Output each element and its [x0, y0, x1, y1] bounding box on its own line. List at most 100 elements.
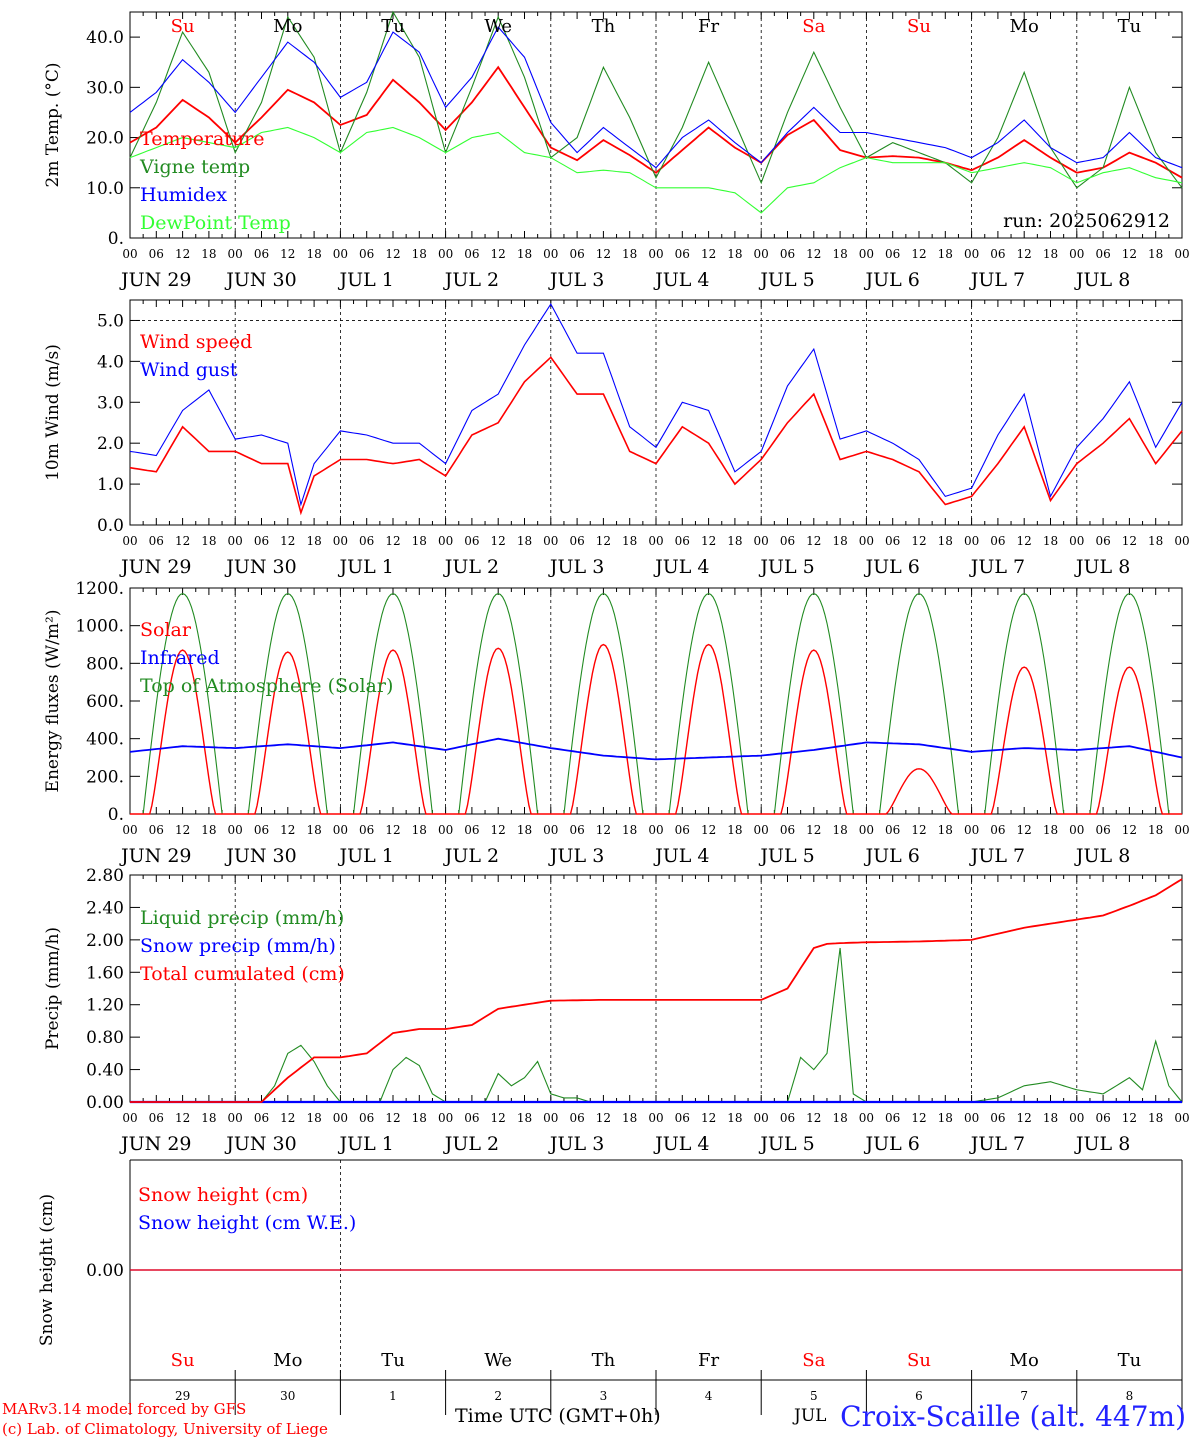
hour-tick-label: 18: [412, 823, 427, 837]
hour-tick-label: 00: [1174, 823, 1189, 837]
weekday-label: Tu: [1118, 16, 1142, 37]
day-number-label: 3: [600, 1389, 608, 1403]
hour-tick-label: 06: [780, 1111, 795, 1125]
y-tick-label: 0.: [108, 229, 124, 249]
hour-tick-label: 06: [990, 534, 1005, 548]
hour-tick-label: 00: [1069, 823, 1084, 837]
y-axis-label: Precip (mm/h): [43, 927, 63, 1050]
hour-tick-label: 12: [596, 534, 611, 548]
hour-tick-label: 18: [622, 1111, 637, 1125]
hour-tick-label: 12: [911, 247, 926, 261]
legend-entry: Snow height (cm W.E.): [138, 1212, 356, 1234]
y-tick-label: 0.00: [86, 1093, 124, 1113]
day-label: JUN 30: [224, 845, 296, 867]
hour-tick-label: 00: [859, 534, 874, 548]
day-label: JUL 1: [338, 556, 394, 578]
hour-tick-label: 18: [517, 1111, 532, 1125]
hour-tick-label: 18: [622, 823, 637, 837]
weekday-label: Fr: [698, 16, 719, 37]
hour-tick-label: 18: [727, 823, 742, 837]
hour-tick-label: 18: [517, 534, 532, 548]
hour-tick-label: 18: [832, 534, 847, 548]
hour-tick-label: 00: [648, 534, 663, 548]
hour-tick-label: 06: [885, 247, 900, 261]
y-tick-label: 2.40: [86, 898, 124, 918]
hour-tick-label: 12: [280, 534, 295, 548]
weekday-label: Tu: [381, 1350, 405, 1371]
hour-tick-label: 00: [859, 247, 874, 261]
y-tick-label: 2.80: [86, 866, 124, 886]
day-label: JUN 29: [119, 1133, 191, 1155]
hour-tick-label: 18: [201, 823, 216, 837]
hour-tick-label: 06: [359, 247, 374, 261]
hour-tick-label: 18: [938, 1111, 953, 1125]
hour-tick-label: 18: [727, 1111, 742, 1125]
weekday-label: Mo: [1010, 16, 1039, 37]
hour-tick-label: 12: [280, 247, 295, 261]
day-label: JUL 7: [969, 269, 1025, 291]
hour-tick-label: 06: [990, 823, 1005, 837]
legend-entry: Snow precip (mm/h): [140, 935, 336, 957]
day-label: JUL 8: [1074, 556, 1130, 578]
legend-entry: Wind gust: [140, 359, 238, 381]
hour-tick-label: 00: [543, 534, 558, 548]
hour-tick-label: 18: [1148, 1111, 1163, 1125]
hour-tick-label: 12: [385, 247, 400, 261]
hour-tick-label: 12: [596, 823, 611, 837]
hour-tick-label: 00: [964, 247, 979, 261]
hour-tick-label: 06: [675, 1111, 690, 1125]
series-line-temperature: [129, 65, 1183, 179]
hour-tick-label: 06: [149, 823, 164, 837]
hour-tick-label: 06: [359, 534, 374, 548]
day-number-label: 8: [1126, 1389, 1134, 1403]
legend-entry: Temperature: [140, 128, 264, 150]
hour-tick-label: 06: [254, 823, 269, 837]
hour-tick-label: 18: [201, 534, 216, 548]
day-label: JUL 4: [653, 556, 709, 578]
hour-tick-label: 00: [228, 247, 243, 261]
y-tick-label: 10.0: [86, 179, 124, 199]
y-tick-label: 1.60: [86, 963, 124, 983]
station-label: Croix-Scaille (alt. 447m): [840, 1400, 1186, 1433]
hour-tick-label: 12: [701, 247, 716, 261]
day-label: JUL 7: [969, 845, 1025, 867]
hour-tick-label: 12: [175, 823, 190, 837]
day-label: JUN 30: [224, 1133, 296, 1155]
day-label: JUL 1: [338, 269, 394, 291]
y-tick-label: 0.: [108, 805, 124, 825]
hour-tick-label: 06: [675, 247, 690, 261]
day-label: JUL 5: [758, 556, 814, 578]
hour-tick-label: 06: [780, 823, 795, 837]
hour-tick-label: 06: [675, 534, 690, 548]
day-label: JUL 2: [443, 269, 499, 291]
day-label: JUL 3: [548, 556, 604, 578]
weekday-label: Mo: [1010, 1350, 1039, 1371]
series-line-vigne-temp: [129, 10, 1183, 189]
hour-tick-label: 00: [122, 534, 137, 548]
day-label: JUL 1: [338, 845, 394, 867]
hour-tick-label: 00: [859, 1111, 874, 1125]
y-tick-label: 0.00: [86, 1261, 124, 1281]
hour-tick-label: 06: [885, 823, 900, 837]
legend-entry: Snow height (cm): [138, 1184, 308, 1206]
hour-tick-label: 06: [885, 534, 900, 548]
hour-tick-label: 00: [754, 1111, 769, 1125]
hour-tick-label: 00: [122, 1111, 137, 1125]
hour-tick-label: 00: [333, 247, 348, 261]
hour-tick-label: 06: [464, 534, 479, 548]
hour-tick-label: 12: [806, 823, 821, 837]
hour-tick-label: 12: [701, 823, 716, 837]
y-tick-label: 4.0: [97, 352, 124, 372]
hour-tick-label: 12: [491, 823, 506, 837]
hour-tick-label: 12: [596, 247, 611, 261]
hour-tick-label: 12: [1017, 823, 1032, 837]
weekday-label: We: [484, 1350, 512, 1371]
hour-tick-label: 18: [517, 247, 532, 261]
hour-tick-label: 12: [385, 1111, 400, 1125]
hour-tick-label: 18: [1148, 247, 1163, 261]
hour-tick-label: 00: [1069, 534, 1084, 548]
hour-tick-label: 12: [491, 247, 506, 261]
y-tick-label: 0.40: [86, 1061, 124, 1081]
hour-tick-label: 06: [569, 534, 584, 548]
hour-tick-label: 18: [938, 823, 953, 837]
